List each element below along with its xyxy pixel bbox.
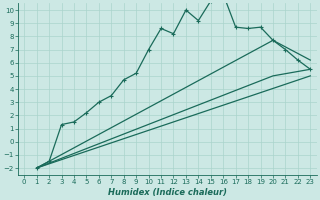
X-axis label: Humidex (Indice chaleur): Humidex (Indice chaleur)	[108, 188, 227, 197]
